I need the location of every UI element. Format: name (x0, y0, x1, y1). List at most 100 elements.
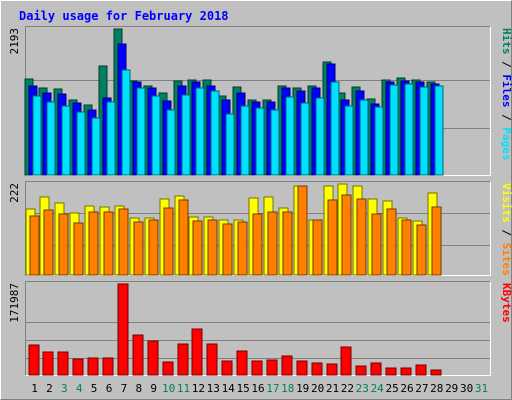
bar (327, 199, 338, 276)
x-tick-label: 31 (475, 382, 488, 395)
bar (61, 105, 71, 176)
x-tick-label: 18 (281, 382, 294, 395)
bar (297, 185, 308, 276)
x-tick-label: 20 (311, 382, 324, 395)
panel-kbytes: 171987 KBytes (8, 281, 512, 376)
legend-text: KBytes (500, 283, 512, 323)
x-tick-label: 28 (430, 382, 443, 395)
bar (311, 362, 323, 376)
panel-border-dark (25, 281, 491, 376)
bar (207, 219, 218, 276)
bar (326, 363, 338, 376)
bar (374, 106, 384, 176)
bar (118, 208, 129, 276)
chart-panels: 2193 Hits / Files / Pages 222 Visits / Site… (8, 26, 512, 376)
bar (177, 343, 189, 376)
legend-item-visits: Visits (500, 183, 512, 223)
bar (117, 283, 129, 376)
bar (285, 96, 295, 176)
bar (192, 220, 203, 276)
legend: Hits / Files / Pages (500, 28, 512, 161)
bar (181, 94, 191, 176)
x-tick-label: 21 (326, 382, 339, 395)
bar (389, 84, 399, 176)
legend-item-sites: Sites (500, 243, 512, 276)
bar (162, 361, 174, 376)
series-kbytes (28, 283, 442, 376)
x-tick-label: 8 (135, 382, 142, 395)
bar (344, 105, 354, 176)
bar (58, 213, 69, 276)
legend-item-hits: Hits (500, 28, 512, 55)
bar (195, 87, 205, 176)
bar (147, 340, 159, 376)
bar (415, 364, 427, 376)
bar (133, 221, 144, 276)
bar (312, 219, 323, 276)
bar (401, 219, 412, 276)
x-tick-label: 27 (415, 382, 428, 395)
bar (29, 215, 40, 276)
y-max-label: 2193 (8, 28, 21, 55)
bar (222, 223, 233, 276)
bar (191, 328, 203, 376)
bar (221, 360, 233, 376)
bar (386, 208, 397, 276)
bar (102, 357, 114, 376)
x-tick-label: 14 (222, 382, 236, 395)
bar (28, 344, 40, 376)
legend-text: Hits / Files / Pages (500, 28, 512, 161)
x-tick-label: 11 (177, 382, 190, 395)
x-tick-label: 12 (192, 382, 205, 395)
series-sites (29, 185, 442, 276)
bar (106, 101, 116, 176)
bar (340, 346, 352, 376)
bar (136, 87, 146, 176)
bar (42, 351, 54, 376)
x-tick-label: 2 (46, 382, 53, 395)
bar (430, 369, 442, 376)
bar (76, 111, 86, 176)
y-max-label: 222 (8, 183, 21, 203)
legend-item-files: Files (500, 74, 512, 107)
bar (370, 362, 382, 376)
x-tick-label: 9 (150, 382, 157, 395)
bar (355, 365, 367, 376)
x-tick-label: 23 (356, 382, 369, 395)
bar (270, 109, 280, 176)
bar (266, 359, 278, 376)
series-pages (32, 69, 444, 176)
x-tick-label: 3 (61, 382, 68, 395)
legend-item-kbytes: KBytes (500, 283, 512, 323)
x-tick-label: 17 (266, 382, 279, 395)
bar (267, 211, 278, 276)
bar (419, 86, 429, 176)
x-tick-label: 30 (460, 382, 473, 395)
bar (416, 224, 427, 276)
bar (356, 198, 367, 276)
x-tick-label: 19 (296, 382, 309, 395)
x-tick-label: 15 (236, 382, 249, 395)
bar (431, 206, 442, 276)
bar (315, 97, 325, 176)
x-tick-label: 4 (76, 382, 83, 395)
bar (206, 343, 218, 376)
bar (371, 213, 382, 276)
bar (385, 367, 397, 376)
legend-item-pages: Pages (500, 127, 512, 160)
bar (151, 95, 161, 176)
x-tick-label: 1 (31, 382, 38, 395)
bar (46, 101, 56, 176)
legend-separator: / (500, 223, 512, 243)
bar (282, 211, 293, 276)
y-max-label: 171987 (8, 283, 21, 323)
bar (400, 367, 412, 376)
x-tick-label: 5 (91, 382, 98, 395)
bar (251, 360, 263, 376)
x-tick-label: 16 (251, 382, 264, 395)
bar (178, 199, 189, 276)
bar (57, 351, 69, 376)
legend-text: Visits / Sites (500, 183, 512, 276)
bar (237, 221, 248, 276)
